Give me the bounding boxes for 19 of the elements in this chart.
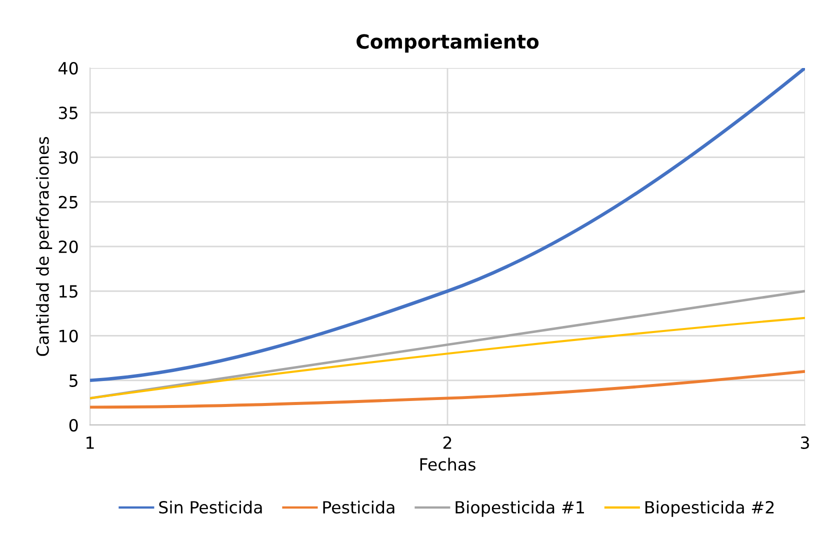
y-tick-label: 20 <box>58 240 78 254</box>
x-tick-label: 3 <box>800 436 809 450</box>
y-tick-label: 10 <box>60 330 78 342</box>
y-tick-label: 35 <box>58 106 78 120</box>
legend-label: Biopesticida #1 <box>456 500 584 517</box>
y-tick-label: 0 <box>69 418 78 432</box>
y-tick-label: 15 <box>60 285 78 298</box>
y-axis-title: Cantidad de perforaciones <box>36 136 52 356</box>
y-tick-label: 25 <box>58 196 78 208</box>
legend-label: Sin Pesticida <box>159 500 262 514</box>
y-tick-label: 30 <box>58 151 78 164</box>
x-tick-label: 2 <box>443 436 452 449</box>
x-tick-label: 1 <box>86 436 94 449</box>
chart-title: Comportamiento <box>356 34 539 53</box>
y-tick-label: 40 <box>58 62 78 75</box>
x-axis-title: Fechas <box>420 458 476 471</box>
legend-label: Pesticida <box>323 500 394 514</box>
y-tick-label: 5 <box>70 374 78 387</box>
legend-label: Biopesticida #2 <box>645 500 774 517</box>
